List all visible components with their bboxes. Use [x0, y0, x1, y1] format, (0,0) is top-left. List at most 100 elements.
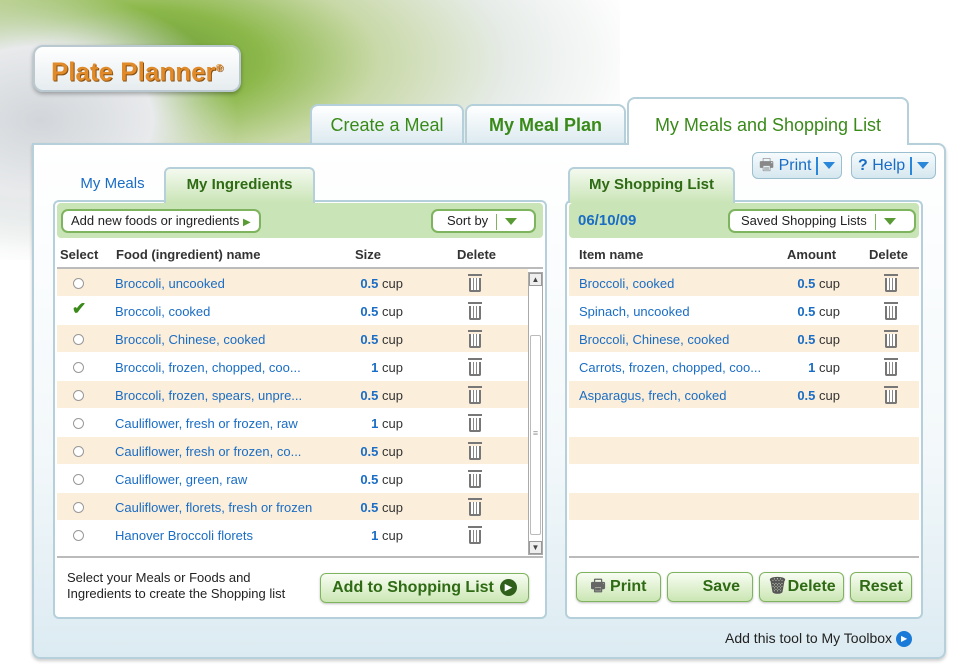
food-name[interactable]: Broccoli, Chinese, cooked — [115, 332, 266, 347]
table-row[interactable]: Hanover Broccoli florets 1 cup — [57, 521, 528, 549]
table-row[interactable]: Broccoli, frozen, chopped, coo... 1 cup — [57, 353, 528, 381]
trash-icon[interactable] — [468, 414, 482, 432]
print-label: Print — [778, 157, 812, 174]
trash-icon: 🗑 — [767, 578, 788, 595]
trash-icon[interactable] — [468, 302, 482, 320]
scroll-thumb[interactable]: ≡ — [530, 335, 541, 535]
tab-my-ingredients[interactable]: My Ingredients — [164, 167, 315, 203]
food-size: 1 cup — [371, 416, 403, 431]
table-row[interactable]: Broccoli, frozen, spears, unpre... 0.5 cu… — [57, 381, 528, 409]
saved-shopping-lists-dropdown[interactable]: Saved Shopping Lists — [728, 209, 916, 233]
print-button[interactable]: 🖶 Print — [576, 572, 661, 602]
delete-button[interactable]: 🗑Delete — [759, 572, 844, 602]
trash-icon[interactable] — [468, 330, 482, 348]
tab-my-meals[interactable]: My Meals — [80, 175, 145, 192]
trash-icon[interactable] — [468, 358, 482, 376]
table-row[interactable]: Broccoli, Chinese, cooked 0.5 cup — [57, 325, 528, 353]
trash-icon[interactable] — [884, 302, 898, 320]
food-name[interactable]: Cauliflower, fresh or frozen, co... — [115, 444, 302, 459]
select-radio[interactable] — [73, 446, 84, 457]
print-menu-button[interactable]: 🖶 Print — [752, 152, 843, 179]
chevron-down-icon — [823, 162, 836, 170]
item-name[interactable]: Broccoli, cooked — [579, 276, 675, 291]
table-row[interactable]: Spinach, uncooked 0.5 cup — [569, 297, 919, 325]
help-menu-button[interactable]: ? Help — [851, 152, 937, 179]
scroll-down-arrow[interactable]: ▼ — [529, 541, 542, 554]
item-amount: 0.5 cup — [797, 332, 840, 347]
table-row[interactable]: Cauliflower, fresh or frozen, co... 0.5 c… — [57, 437, 528, 465]
trash-icon[interactable] — [468, 498, 482, 516]
food-name[interactable]: Cauliflower, fresh or frozen, raw — [115, 416, 298, 431]
trash-icon[interactable] — [884, 330, 898, 348]
food-name[interactable]: Cauliflower, florets, fresh or frozen — [115, 500, 313, 515]
trash-icon[interactable] — [468, 442, 482, 460]
tab-my-meal-plan[interactable]: My Meal Plan — [465, 104, 626, 144]
food-name[interactable]: Cauliflower, green, raw — [115, 472, 248, 487]
table-row[interactable]: Broccoli, uncooked 0.5 cup — [57, 269, 528, 297]
play-icon: ▶ — [243, 217, 251, 228]
printer-icon: 🖶 — [759, 157, 775, 174]
table-row[interactable]: Broccoli, Chinese, cooked 0.5 cup — [569, 325, 919, 353]
sort-by-dropdown[interactable]: Sort by — [431, 209, 536, 233]
tab-my-meals-and-shopping-list[interactable]: My Meals and Shopping List — [627, 97, 909, 145]
table-row[interactable]: Broccoli, cooked 0.5 cup — [569, 269, 919, 297]
table-row[interactable]: Asparagus, frech, cooked 0.5 cup — [569, 381, 919, 409]
column-header-name[interactable]: Food (ingredient) name — [116, 247, 261, 262]
add-to-toolbox-link[interactable]: Add this tool to My Toolbox ▶ — [725, 630, 913, 648]
food-name[interactable]: Broccoli, frozen, chopped, coo... — [115, 360, 301, 375]
item-name[interactable]: Broccoli, Chinese, cooked — [579, 332, 730, 347]
item-name[interactable]: Asparagus, frech, cooked — [579, 388, 727, 403]
column-header-amount[interactable]: Amount — [787, 247, 837, 262]
food-size: 0.5 cup — [360, 444, 403, 459]
select-radio[interactable] — [73, 390, 84, 401]
add-to-shopping-list-button[interactable]: Add to Shopping List ▶ — [320, 573, 529, 603]
table-row[interactable]: Cauliflower, fresh or frozen, raw 1 cup — [57, 409, 528, 437]
trash-icon[interactable] — [884, 358, 898, 376]
save-button[interactable]: Save — [667, 572, 753, 602]
item-name[interactable]: Spinach, uncooked — [579, 304, 690, 319]
empty-row — [569, 493, 919, 521]
column-header-item-name[interactable]: Item name — [579, 247, 644, 262]
tab-my-shopping-list[interactable]: My Shopping List — [568, 167, 735, 203]
item-name[interactable]: Carrots, frozen, chopped, coo... — [579, 360, 762, 375]
trash-icon[interactable] — [468, 526, 482, 544]
tab-create-a-meal[interactable]: Create a Meal — [310, 104, 464, 144]
scrollbar[interactable]: ▲ ≡ ▼ — [528, 272, 543, 555]
select-radio[interactable] — [73, 334, 84, 345]
scroll-up-arrow[interactable]: ▲ — [529, 273, 542, 286]
table-row[interactable]: Cauliflower, green, raw 0.5 cup — [57, 465, 528, 493]
divider — [57, 556, 543, 558]
column-header-delete: Delete — [457, 247, 497, 262]
trash-icon[interactable] — [468, 274, 482, 292]
trash-icon[interactable] — [468, 470, 482, 488]
divider — [569, 267, 919, 269]
table-row[interactable]: Carrots, frozen, chopped, coo... 1 cup — [569, 353, 919, 381]
empty-row — [569, 465, 919, 493]
select-radio[interactable] — [73, 474, 84, 485]
add-foods-button[interactable]: Add new foods or ingredients ▶ — [61, 209, 261, 233]
ingredients-list: Broccoli, uncooked 0.5 cup ✔ Broccoli, cook… — [57, 269, 528, 549]
trash-icon[interactable] — [468, 386, 482, 404]
select-radio[interactable] — [73, 418, 84, 429]
table-row[interactable]: Cauliflower, florets, fresh or frozen 0.5… — [57, 493, 528, 521]
trash-icon[interactable] — [884, 274, 898, 292]
checkmark-icon[interactable]: ✔ — [72, 299, 87, 318]
food-name[interactable]: Broccoli, uncooked — [115, 276, 225, 291]
food-size: 0.5 cup — [360, 500, 403, 515]
select-radio[interactable] — [73, 502, 84, 513]
food-name[interactable]: Broccoli, frozen, spears, unpre... — [115, 388, 303, 403]
select-radio[interactable] — [73, 530, 84, 541]
select-radio[interactable] — [73, 278, 84, 289]
table-row[interactable]: ✔ Broccoli, cooked 0.5 cup — [57, 297, 528, 325]
food-size: 0.5 cup — [360, 332, 403, 347]
reset-button[interactable]: Reset — [850, 572, 912, 602]
chevron-down-icon — [505, 218, 518, 226]
column-header-size[interactable]: Size — [355, 247, 382, 262]
food-name[interactable]: Broccoli, cooked — [115, 304, 211, 319]
trash-icon[interactable] — [884, 386, 898, 404]
empty-row — [569, 521, 919, 549]
select-radio[interactable] — [73, 362, 84, 373]
help-icon: ? — [858, 157, 868, 174]
food-name[interactable]: Hanover Broccoli florets — [115, 528, 253, 543]
column-header-delete: Delete — [869, 247, 909, 262]
